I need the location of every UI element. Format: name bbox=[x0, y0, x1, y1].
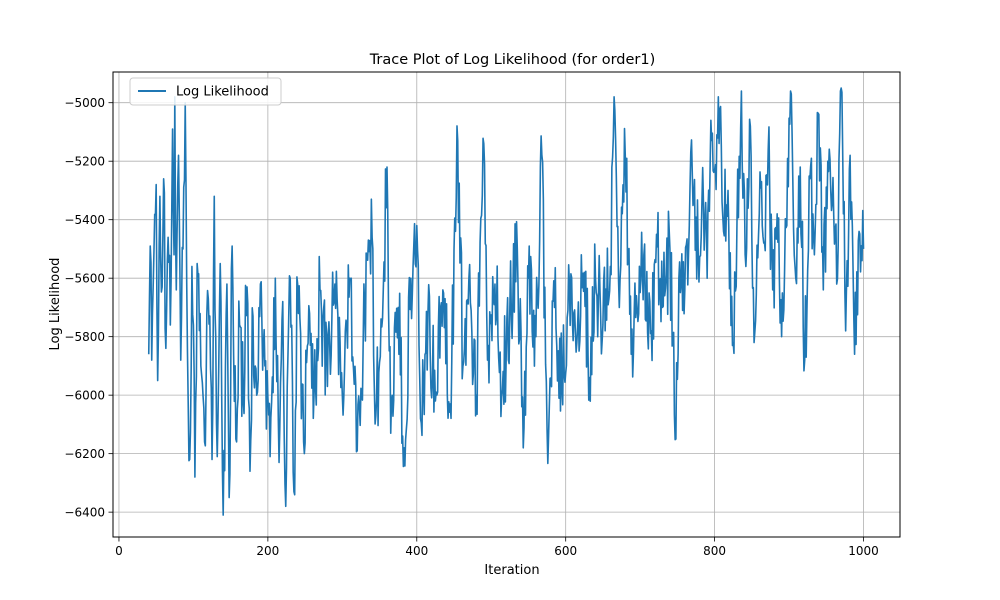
legend-box bbox=[129, 77, 282, 106]
x-tick-label: 1000 bbox=[848, 544, 879, 558]
plot-area-frame bbox=[112, 71, 901, 538]
x-tick-label: 200 bbox=[256, 544, 279, 558]
legend: Log Likelihood bbox=[129, 77, 282, 106]
y-axis-label: Log Likelihood bbox=[48, 258, 63, 351]
series-line-log-likelihood bbox=[147, 87, 865, 516]
chart-title: Trace Plot of Log Likelihood (for order1… bbox=[369, 52, 656, 68]
x-tick-label: 400 bbox=[405, 544, 428, 558]
y-tick-label: −6400 bbox=[64, 505, 105, 519]
y-tick-label: −5800 bbox=[64, 330, 105, 344]
series-layer bbox=[147, 87, 865, 516]
x-tick-label: 800 bbox=[703, 544, 726, 558]
x-axis-label: Iteration bbox=[484, 563, 539, 578]
axis-ticks: 0 200 400 600 800 1000 −5000 −5200 −5400 −5600 −58… bbox=[64, 96, 878, 558]
legend-label: Log Likelihood bbox=[176, 85, 269, 100]
y-tick-label: −5600 bbox=[64, 271, 105, 285]
y-tick-label: −6000 bbox=[64, 388, 105, 402]
y-tick-label: −5400 bbox=[64, 213, 105, 227]
x-tick-label: 0 bbox=[115, 544, 123, 558]
y-tick-label: −5200 bbox=[64, 154, 105, 168]
x-tick-label: 600 bbox=[554, 544, 577, 558]
y-tick-label: −6200 bbox=[64, 447, 105, 461]
y-tick-label: −5000 bbox=[64, 96, 105, 110]
